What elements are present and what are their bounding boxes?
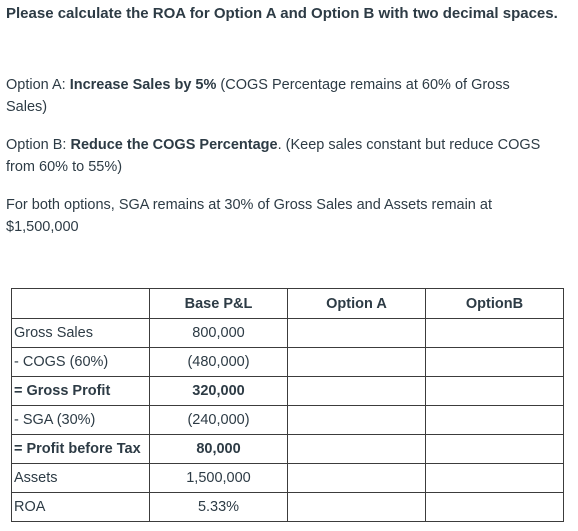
option-b-cell [425,376,564,406]
option-a-cell [287,347,426,377]
header-option-a: Option A [287,288,426,319]
table-row: Assets 1,500,000 [11,463,564,493]
table-row: ROA 5.33% [11,492,564,522]
header-label [11,288,150,319]
option-b-details: . (Keep sales constant but reduce COGS f… [6,137,541,175]
base-value-cell: 80,000 [149,434,288,464]
base-value-cell: (240,000) [149,405,288,435]
table-row: = Profit before Tax 80,000 [11,434,564,464]
row-label: = Gross Profit [11,376,150,406]
header-option-b: OptionB [425,288,564,319]
question-heading: Please calculate the ROA for Option A an… [6,5,558,22]
table-header-row: Base P&L Option A OptionB [11,288,564,319]
row-label: Gross Sales [11,318,150,348]
option-b-title: Reduce the COGS Percentage [70,137,278,153]
base-value-cell: (480,000) [149,347,288,377]
row-label: ROA [11,492,150,522]
option-a-title: Increase Sales by 5% [69,77,217,93]
base-value-cell: 320,000 [149,376,288,406]
option-a-prefix: Option A: [6,77,70,93]
option-b-cell [425,492,564,522]
option-b-description: Option B: Reduce the COGS Percentage. (K… [6,134,546,178]
row-label: = Profit before Tax [11,434,150,464]
table-row: Gross Sales 800,000 [11,318,564,348]
row-label: - SGA (30%) [11,405,150,435]
option-b-cell [425,318,564,348]
table-row: = Gross Profit 320,000 [11,376,564,406]
base-value-cell: 1,500,000 [149,463,288,493]
base-value-cell: 5.33% [149,492,288,522]
option-b-cell [425,434,564,464]
option-a-cell [287,405,426,435]
option-a-details: (COGS Percentage remains at 60% of Gross… [6,77,510,115]
option-a-cell [287,318,426,348]
row-label: Assets [11,463,150,493]
table-row: - COGS (60%) (480,000) [11,347,564,377]
option-a-cell [287,463,426,493]
option-a-cell [287,492,426,522]
option-a-cell [287,376,426,406]
header-base-pl: Base P&L [149,288,288,319]
base-value-cell: 800,000 [149,318,288,348]
option-b-prefix: Option B: [6,137,71,153]
row-label: - COGS (60%) [11,347,150,377]
both-options-note: For both options, SGA remains at 30% of … [6,197,492,235]
option-b-cell [425,347,564,377]
option-b-cell [425,405,564,435]
option-a-cell [287,434,426,464]
pl-table: Base P&L Option A OptionB Gross Sales 800… [11,288,564,522]
option-a-description: Option A: Increase Sales by 5% (COGS Per… [6,74,546,118]
table-row: - SGA (30%) (240,000) [11,405,564,435]
option-b-cell [425,463,564,493]
